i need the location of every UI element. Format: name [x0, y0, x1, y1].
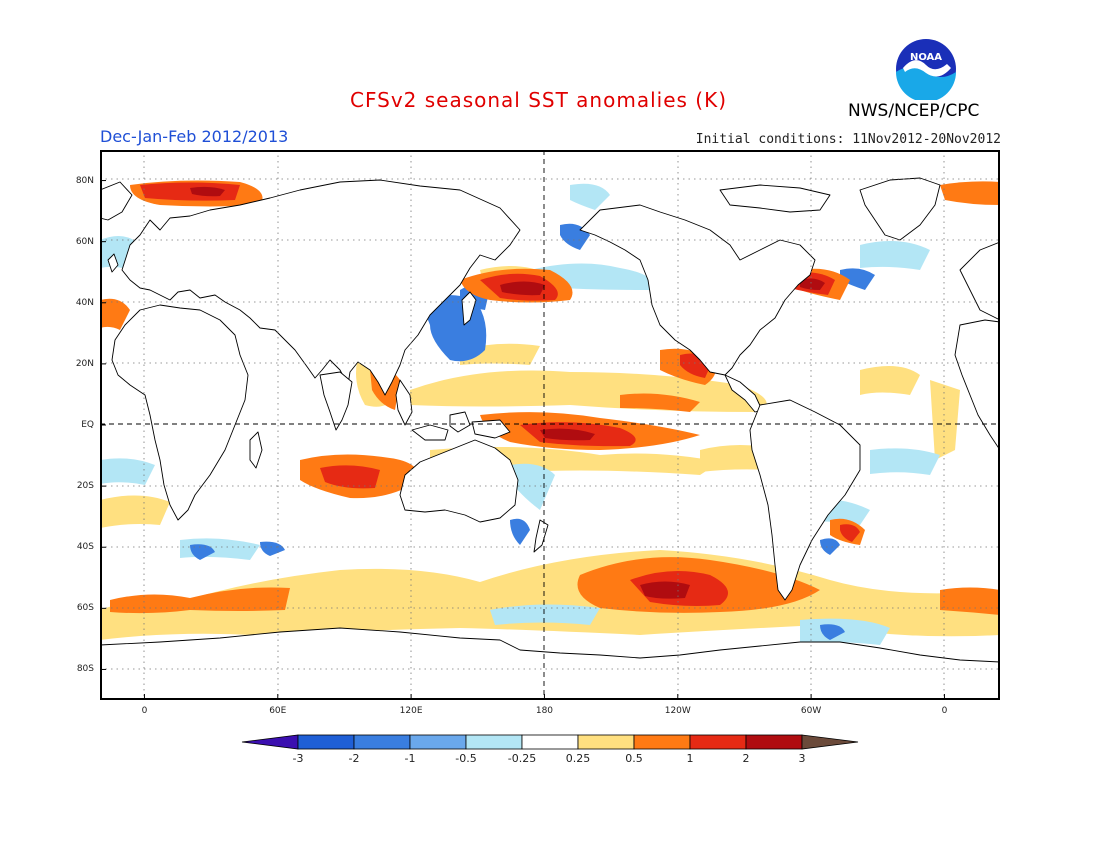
lon-label: 60W	[800, 706, 822, 716]
lon-label: 120W	[664, 706, 691, 716]
axis-ticks	[100, 180, 945, 700]
lon-label: 0	[141, 706, 148, 716]
colorbar-label: 0.5	[625, 752, 643, 765]
colorbar-label: 3	[798, 752, 806, 765]
lat-label: 40N	[75, 297, 94, 308]
colorbar-label: -0.25	[507, 752, 537, 765]
colorbar-segment	[465, 734, 523, 750]
lat-label: 40S	[76, 542, 94, 553]
colorbar-label: 1	[686, 752, 694, 765]
colorbar-label: -3	[292, 752, 304, 765]
lat-label: 60S	[76, 603, 94, 614]
lon-label: 0	[941, 706, 948, 716]
colorbar-segment	[633, 734, 691, 750]
colorbar-segment	[241, 734, 299, 750]
lat-label: 80N	[75, 175, 94, 186]
colorbar	[240, 734, 862, 754]
colorbar-segment	[745, 734, 803, 750]
colorbar-segment	[577, 734, 635, 750]
colorbar-segment	[409, 734, 467, 750]
season-label: Dec-Jan-Feb 2012/2013	[100, 127, 289, 146]
logo-text: NOAA	[910, 52, 942, 63]
agency-label: NWS/NCEP/CPC	[848, 101, 980, 121]
noaa-logo: NOAA	[895, 38, 957, 102]
lat-label: 20N	[75, 358, 94, 369]
map-gridlines	[100, 150, 1000, 700]
lat-label: 60N	[75, 236, 94, 247]
initial-conditions-label: Initial conditions: 11Nov2012-20Nov2012	[695, 132, 1001, 147]
colorbar-label: 0.25	[565, 752, 591, 765]
lon-label: 180	[535, 706, 554, 716]
lat-label: 80S	[76, 664, 94, 675]
colorbar-segment	[801, 734, 859, 750]
colorbar-label: -1	[404, 752, 416, 765]
colorbar-segment	[297, 734, 355, 750]
equator-dateline	[100, 150, 1000, 700]
very-strong-warm-anomaly-regions	[190, 186, 825, 599]
colorbar-segment	[689, 734, 747, 750]
colorbar-label: 2	[742, 752, 750, 765]
continent-outlines	[100, 177, 1000, 700]
sst-anomaly-map	[100, 150, 1000, 700]
colorbar-label: -2	[348, 752, 360, 765]
weak-warm-anomaly-regions	[100, 266, 1000, 640]
lon-label: 60E	[269, 706, 287, 716]
lat-label: 20S	[76, 481, 94, 492]
lon-label: 120E	[399, 706, 423, 716]
colorbar-segment	[521, 734, 579, 750]
lat-label: EQ	[81, 420, 94, 430]
colorbar-segment	[353, 734, 411, 750]
chart-title: CFSv2 seasonal SST anomalies (K)	[350, 88, 727, 112]
colorbar-label: -0.5	[455, 752, 477, 765]
